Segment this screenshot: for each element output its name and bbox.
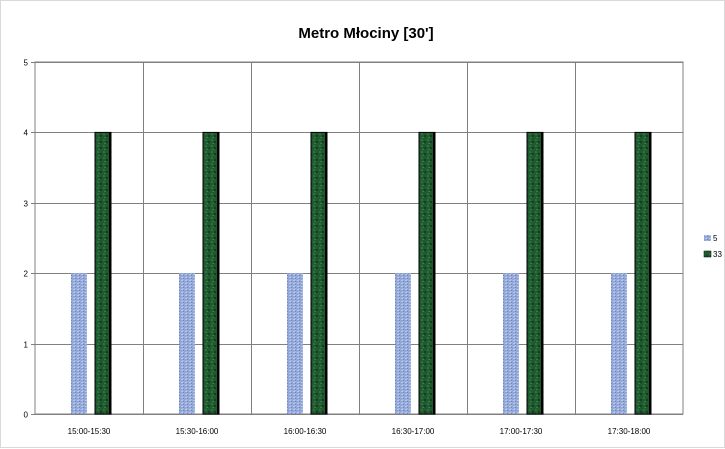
bar-shadow-0 <box>109 132 111 414</box>
bar-33-4 <box>526 131 544 415</box>
y-tick-label: 5 <box>24 59 29 68</box>
bar-shadow-3 <box>433 132 435 414</box>
bar-33-3 <box>418 131 436 415</box>
y-tick-label: 0 <box>24 411 29 420</box>
bar-33-2 <box>310 131 328 415</box>
legend-label-33: 33 <box>713 250 722 259</box>
y-tick-label: 2 <box>24 270 29 279</box>
chart-title: Metro Młociny [30'] <box>298 25 433 42</box>
x-tick-label: 15:00-15:30 <box>68 427 111 436</box>
bar-shadow-2 <box>325 132 327 414</box>
y-tick-label: 1 <box>24 341 29 350</box>
x-tick-label: 16:30-17:00 <box>392 427 435 436</box>
bar-shadow-4 <box>541 132 543 414</box>
x-tick-label: 16:00-16:30 <box>284 427 327 436</box>
y-tick-label: 3 <box>24 200 29 209</box>
x-tick-label: 15:30-16:00 <box>176 427 219 436</box>
bar-33-1 <box>202 131 220 415</box>
bar-shadow-1 <box>217 132 219 414</box>
legend-swatch-5 <box>704 235 711 241</box>
legend-swatch-33 <box>703 250 712 258</box>
bar-shadow-5 <box>649 132 651 414</box>
bar-5-4 <box>503 273 519 414</box>
bar-5-2 <box>287 273 303 414</box>
bar-5-0 <box>71 273 87 414</box>
bar-5-5 <box>611 273 627 414</box>
bar-33-0 <box>94 131 112 415</box>
bar-5-3 <box>395 273 411 414</box>
x-tick-label: 17:00-17:30 <box>500 427 543 436</box>
bar-33-5 <box>634 131 652 415</box>
bar-5-1 <box>179 273 195 414</box>
legend-label-5: 5 <box>713 234 718 243</box>
y-tick-label: 4 <box>24 129 29 138</box>
x-tick-label: 17:30-18:00 <box>608 427 651 436</box>
